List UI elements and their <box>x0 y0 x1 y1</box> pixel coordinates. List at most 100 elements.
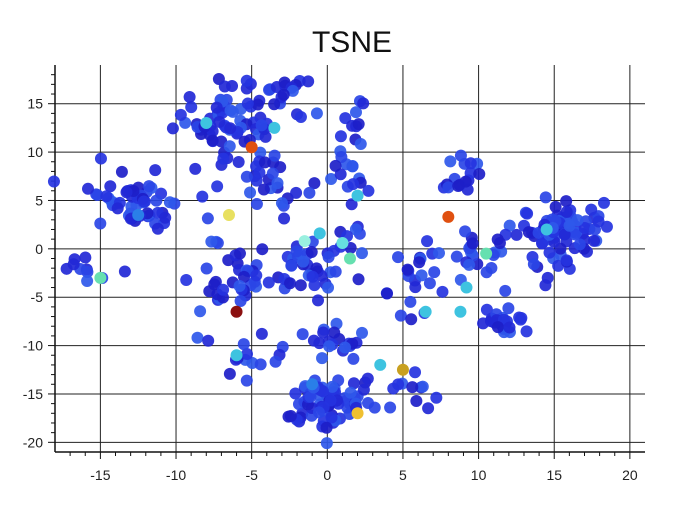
scatter-point <box>392 251 405 264</box>
scatter-point <box>226 80 239 93</box>
scatter-point <box>338 341 351 354</box>
scatter-point <box>150 194 163 207</box>
x-axis-ticks: -15 -10 -5 0 5 10 15 20 <box>69 452 638 483</box>
scatter-point <box>304 390 317 403</box>
scatter-point <box>573 238 586 251</box>
scatter-point <box>560 195 573 208</box>
scatter-point <box>200 262 213 275</box>
scatter-point <box>174 108 187 121</box>
scatter-point <box>271 177 284 190</box>
scatter-point <box>149 164 162 177</box>
scatter-point <box>278 212 291 225</box>
scatter-point <box>405 313 418 326</box>
scatter-point <box>539 279 552 292</box>
scatter-point <box>409 366 422 379</box>
scatter-point <box>196 190 209 203</box>
scatter-point <box>329 265 342 278</box>
scatter-point <box>352 273 365 286</box>
x-tick-label: 10 <box>471 467 487 483</box>
scatter-point <box>413 256 426 269</box>
scatter-point <box>191 331 204 344</box>
scatter-point <box>256 243 269 256</box>
scatter-point <box>503 321 516 334</box>
scatter-point <box>81 266 94 279</box>
scatter-point-highlight <box>460 281 473 294</box>
y-tick-label: -10 <box>23 338 43 354</box>
scatter-point <box>115 165 128 178</box>
scatter-point <box>232 155 245 168</box>
scatter-point <box>286 84 299 97</box>
scatter-point <box>234 294 247 307</box>
scatter-point <box>384 401 397 414</box>
scatter-point <box>328 326 341 339</box>
y-tick-label: 0 <box>35 241 43 257</box>
scatter-point <box>289 387 302 400</box>
scatter-point <box>250 197 263 210</box>
scatter-point <box>480 303 493 316</box>
scatter-point-highlight <box>480 247 493 260</box>
scatter-point <box>151 222 164 235</box>
scatter-point <box>209 275 222 288</box>
scatter-point <box>217 283 230 296</box>
scatter-point <box>422 402 435 415</box>
scatter-point <box>244 186 257 199</box>
scatter-point <box>202 334 215 347</box>
scatter-point-highlight <box>268 121 281 134</box>
scatter-point <box>275 197 288 210</box>
y-tick-label: -15 <box>23 386 43 402</box>
scatter-point-highlight <box>298 235 311 248</box>
scatter-point <box>323 340 336 353</box>
scatter-point-highlight <box>396 363 409 376</box>
scatter-point-highlight <box>94 271 107 284</box>
scatter-point <box>597 196 610 209</box>
scatter-point <box>325 411 338 424</box>
scatter-point <box>180 274 193 287</box>
scatter-point <box>430 391 443 404</box>
scatter-point <box>268 149 281 162</box>
scatter-point <box>303 186 316 199</box>
scatter-point <box>238 270 251 283</box>
scatter-point-highlight <box>313 227 326 240</box>
scatter-point <box>356 326 369 339</box>
scatter-point <box>205 235 218 248</box>
scatter-point <box>355 247 368 260</box>
scatter-point <box>499 284 512 297</box>
scatter-point <box>322 250 335 263</box>
scatter-point <box>296 328 309 341</box>
scatter-point <box>381 287 394 300</box>
x-tick-label: 5 <box>399 467 407 483</box>
scatter-point <box>578 221 591 234</box>
x-tick-label: -10 <box>166 467 186 483</box>
data-points <box>47 72 613 450</box>
scatter-point <box>194 305 207 318</box>
scatter-point <box>312 406 325 419</box>
y-tick-label: -5 <box>31 289 44 305</box>
scatter-point-highlight <box>442 210 455 223</box>
scatter-point <box>362 184 375 197</box>
scatter-point <box>79 251 92 264</box>
scatter-point <box>480 266 493 279</box>
scatter-point-highlight <box>230 305 243 318</box>
scatter-point <box>436 285 449 298</box>
scatter-point <box>294 110 307 123</box>
scatter-point <box>100 190 113 203</box>
scatter-point <box>423 277 436 290</box>
scatter-point <box>206 134 219 147</box>
scatter-point <box>560 254 573 267</box>
scatter-point <box>240 74 253 87</box>
scatter-point <box>454 149 467 162</box>
scatter-point <box>317 326 330 339</box>
scatter-point <box>450 250 463 263</box>
scatter-point <box>81 275 94 288</box>
scatter-point <box>502 302 515 315</box>
x-tick-label: -5 <box>245 467 258 483</box>
scatter-point <box>255 119 268 132</box>
scatter-point <box>510 228 523 241</box>
x-tick-label: 0 <box>323 467 331 483</box>
scatter-point <box>217 152 230 165</box>
scatter-point <box>334 130 347 143</box>
scatter-point <box>401 263 414 276</box>
scatter-point <box>421 235 434 248</box>
scatter-point <box>515 312 528 325</box>
scatter-point <box>224 122 237 135</box>
